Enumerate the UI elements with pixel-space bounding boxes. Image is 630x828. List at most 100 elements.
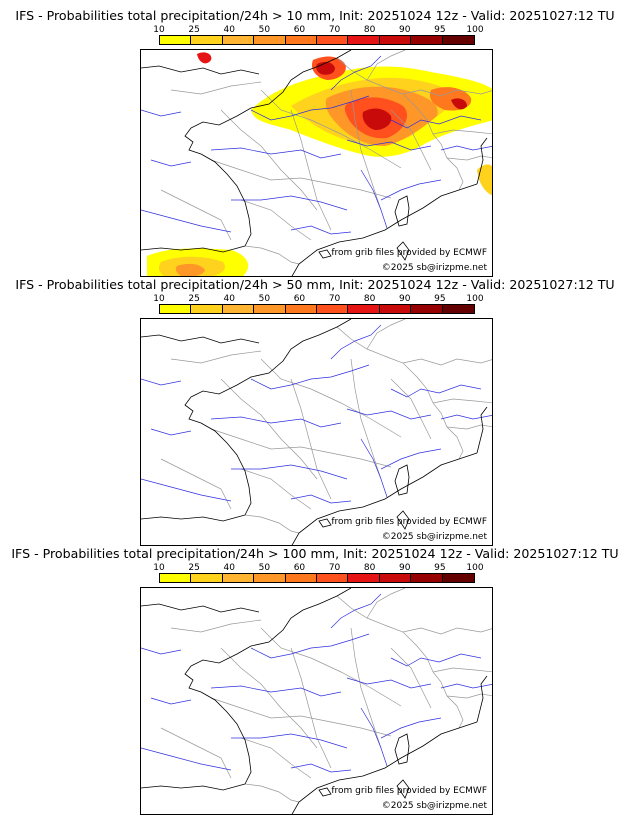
- colorbar-segment: [379, 574, 412, 582]
- colorbar-tick-label: 95: [434, 294, 446, 304]
- coastline: [291, 452, 478, 545]
- river: [346, 677, 432, 689]
- colorbar-tick-label: 40: [223, 294, 235, 304]
- coastline: [394, 195, 410, 227]
- admin-border: [170, 619, 262, 633]
- colorbar-tick-label: 80: [363, 25, 376, 35]
- coastline: [291, 183, 478, 276]
- river: [231, 733, 348, 749]
- coastline: [141, 65, 260, 75]
- colorbar-tick-label: 70: [328, 294, 341, 304]
- map-panel-10mm: IFS - Probabilities total precipitation/…: [0, 8, 630, 278]
- colorbar-segment: [254, 305, 286, 313]
- colorbar-tick-label: 50: [258, 25, 271, 35]
- admin-border: [402, 358, 492, 366]
- colorbar-segment: [222, 305, 255, 313]
- coastline: [190, 588, 352, 667]
- colorbar-segment: [254, 36, 286, 44]
- river: [390, 653, 482, 667]
- colorbar-tick-label: 50: [258, 563, 271, 573]
- colorbar-tick-label: 90: [399, 294, 411, 304]
- colorbar-segment: [191, 574, 223, 582]
- coastline: [291, 721, 478, 814]
- admin-border: [244, 514, 300, 534]
- colorbar-segment: [411, 574, 443, 582]
- map-canvas: [141, 588, 492, 814]
- colorbar-tick-label: 60: [293, 25, 306, 35]
- river: [380, 179, 442, 201]
- colorbar-tick-label: 95: [434, 25, 446, 35]
- panel-title: IFS - Probabilities total precipitation/…: [11, 546, 619, 561]
- coastline: [396, 779, 410, 799]
- colorbar-segment: [442, 574, 475, 582]
- coastline: [318, 787, 332, 797]
- admin-border: [432, 667, 492, 673]
- copyright-credit: ©2025 sb@irizpme.net: [381, 263, 487, 273]
- colorbar-segment: [348, 574, 380, 582]
- admin-border: [240, 199, 312, 241]
- colorbar-segment: [411, 305, 443, 313]
- admin-border: [290, 378, 332, 500]
- river: [141, 747, 232, 771]
- coastline: [318, 249, 332, 259]
- map-panel-100mm: IFS - Probabilities total precipitation/…: [0, 546, 630, 816]
- admin-border: [290, 647, 332, 769]
- panel-title: IFS - Probabilities total precipitation/…: [15, 277, 615, 292]
- admin-border: [446, 693, 492, 699]
- colorbar-tick-label: 25: [188, 294, 200, 304]
- colorbar-tick-label: 80: [363, 563, 376, 573]
- map-canvas: [141, 50, 492, 276]
- admin-border: [260, 358, 402, 438]
- river: [141, 478, 232, 502]
- coastline: [200, 422, 252, 516]
- admin-border: [160, 727, 232, 779]
- coastline: [141, 334, 260, 344]
- precip-area: [197, 52, 212, 64]
- coastline: [476, 137, 488, 185]
- river: [380, 448, 442, 470]
- river: [141, 647, 182, 655]
- precip-area: [451, 98, 467, 110]
- river: [250, 364, 370, 390]
- colorbar-labels: 10 25 40 50 60 70 80 90 95 100: [153, 294, 483, 305]
- colorbar-tick-label: 95: [434, 563, 446, 573]
- colorbar-tick-label: 70: [328, 563, 341, 573]
- colorbar-segment: [254, 574, 286, 582]
- river: [330, 324, 382, 360]
- river: [390, 115, 482, 129]
- river: [210, 147, 342, 159]
- admin-border: [366, 319, 406, 350]
- admin-border: [350, 89, 382, 211]
- river: [330, 593, 382, 629]
- colorbar-tick-label: 80: [363, 294, 376, 304]
- admin-border: [402, 627, 492, 635]
- colorbar-segment: [160, 305, 192, 313]
- colorbar-segment: [160, 36, 192, 44]
- river: [290, 494, 352, 504]
- colorbar-tick-label: 60: [293, 563, 306, 573]
- colorbar-labels: 10 25 40 50 60 70 80 90 95 100: [153, 25, 483, 36]
- river: [380, 717, 442, 739]
- panel-title: IFS - Probabilities total precipitation/…: [15, 8, 615, 23]
- river: [141, 209, 232, 233]
- colorbar-tick-label: 25: [188, 563, 200, 573]
- coastline: [141, 245, 246, 253]
- colorbar-segment: [379, 36, 412, 44]
- admin-border: [210, 697, 392, 737]
- river: [330, 55, 382, 91]
- admin-border: [244, 783, 300, 803]
- coastline: [394, 733, 410, 765]
- colorbar-tick-label: 10: [153, 25, 165, 35]
- river: [150, 159, 192, 167]
- coastline: [396, 510, 410, 530]
- colorbar: [159, 304, 475, 314]
- admin-border: [260, 89, 402, 169]
- colorbar-segment: [191, 36, 223, 44]
- colorbar-tick-label: 90: [399, 25, 411, 35]
- river: [210, 685, 342, 697]
- precip-map: from grib files provided by ECMWF ©2025 …: [140, 318, 493, 546]
- admin-border: [350, 358, 382, 480]
- colorbar-tick-label: 90: [399, 563, 411, 573]
- river: [210, 416, 342, 428]
- admin-border: [446, 424, 492, 430]
